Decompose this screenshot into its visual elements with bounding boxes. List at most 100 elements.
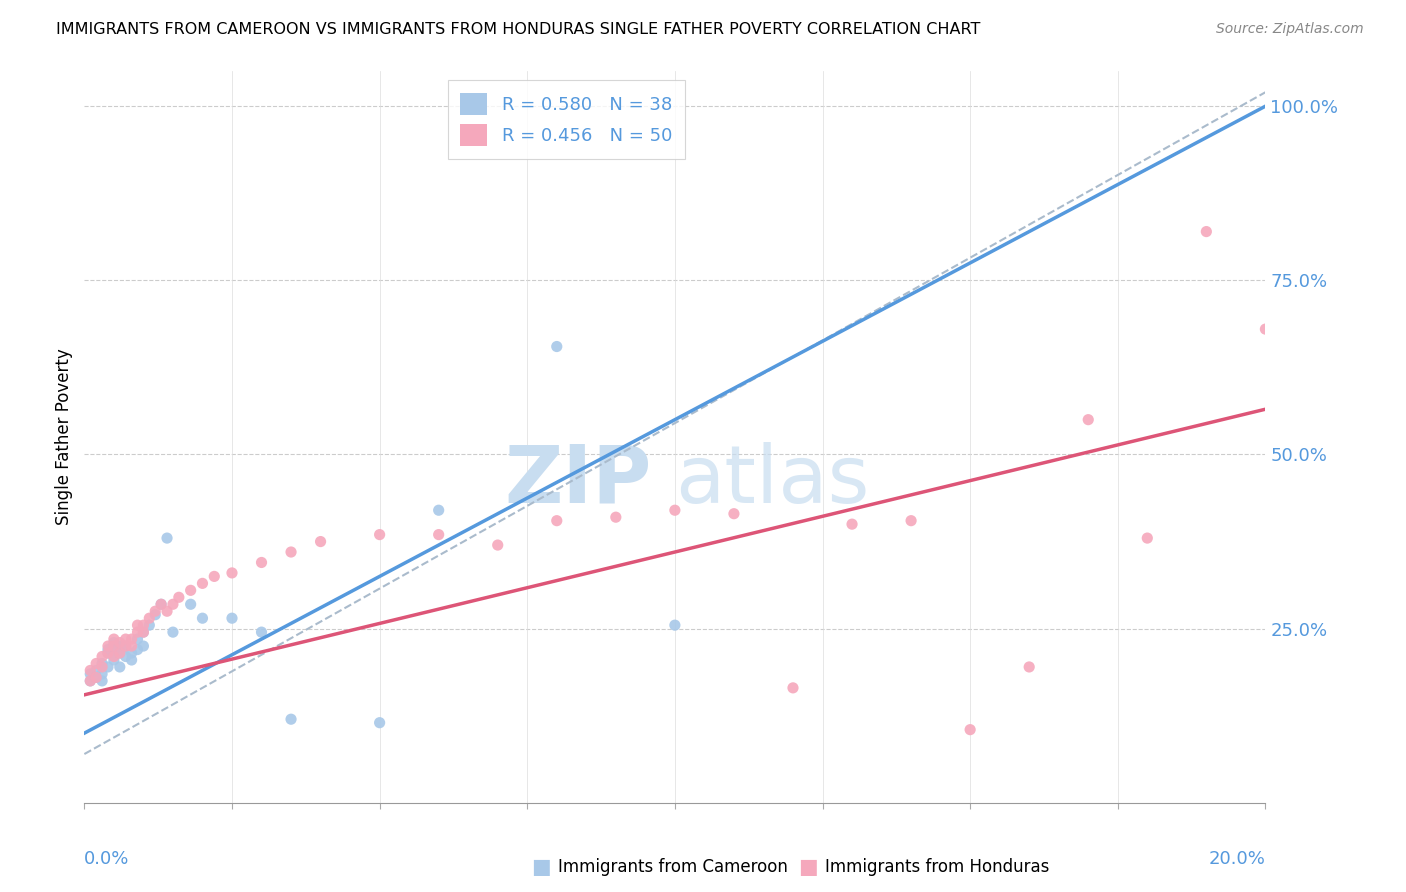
Text: atlas: atlas xyxy=(675,442,869,520)
Point xyxy=(97,646,120,660)
Point xyxy=(84,664,107,678)
Y-axis label: Single Father Poverty: Single Father Poverty xyxy=(55,349,73,525)
Point xyxy=(127,642,149,657)
Point xyxy=(103,642,125,657)
Point xyxy=(121,646,143,660)
Point xyxy=(91,667,114,681)
Point xyxy=(114,639,136,653)
Point xyxy=(97,642,120,657)
Point xyxy=(143,604,166,618)
Point xyxy=(108,646,131,660)
Text: 0.0%: 0.0% xyxy=(84,850,129,868)
Point xyxy=(127,618,149,632)
Point xyxy=(91,649,114,664)
Point xyxy=(103,639,125,653)
Point xyxy=(114,632,136,646)
Text: Immigrants from Honduras: Immigrants from Honduras xyxy=(825,858,1050,876)
Point xyxy=(79,673,101,688)
Point xyxy=(156,531,179,545)
Point xyxy=(1136,531,1159,545)
Point xyxy=(150,597,173,611)
Point xyxy=(121,639,143,653)
Point xyxy=(664,503,686,517)
Point xyxy=(114,649,136,664)
Point xyxy=(108,646,131,660)
Point xyxy=(127,632,149,646)
Text: ZIP: ZIP xyxy=(503,442,651,520)
Point xyxy=(156,604,179,618)
Point xyxy=(191,576,214,591)
Point xyxy=(97,660,120,674)
Point xyxy=(127,625,149,640)
Point xyxy=(664,618,686,632)
Point xyxy=(91,673,114,688)
Point xyxy=(280,545,302,559)
Point xyxy=(138,611,160,625)
Point xyxy=(97,646,120,660)
Text: Source: ZipAtlas.com: Source: ZipAtlas.com xyxy=(1216,22,1364,37)
Point xyxy=(309,534,332,549)
Text: 20.0%: 20.0% xyxy=(1209,850,1265,868)
Point xyxy=(108,660,131,674)
Point xyxy=(180,597,202,611)
Point xyxy=(1077,412,1099,426)
Point xyxy=(103,649,125,664)
Point xyxy=(841,517,863,532)
Point xyxy=(250,625,273,640)
Point xyxy=(108,635,131,649)
Point xyxy=(1018,660,1040,674)
Point xyxy=(959,723,981,737)
Text: ■: ■ xyxy=(531,857,551,877)
Point xyxy=(368,715,391,730)
Point xyxy=(546,339,568,353)
Point xyxy=(79,673,101,688)
Point xyxy=(108,639,131,653)
Point xyxy=(162,597,184,611)
Point xyxy=(79,664,101,678)
Point xyxy=(121,653,143,667)
Legend: R = 0.580   N = 38, R = 0.456   N = 50: R = 0.580 N = 38, R = 0.456 N = 50 xyxy=(447,80,685,159)
Point xyxy=(280,712,302,726)
Point xyxy=(132,625,155,640)
Point xyxy=(221,611,243,625)
Point xyxy=(167,591,190,605)
Point xyxy=(132,618,155,632)
Point xyxy=(103,632,125,646)
Point xyxy=(782,681,804,695)
Point xyxy=(427,503,450,517)
Point xyxy=(1254,322,1277,336)
Point xyxy=(605,510,627,524)
Point xyxy=(546,514,568,528)
Point xyxy=(180,583,202,598)
Point xyxy=(191,611,214,625)
Point xyxy=(427,527,450,541)
Text: IMMIGRANTS FROM CAMEROON VS IMMIGRANTS FROM HONDURAS SINGLE FATHER POVERTY CORRE: IMMIGRANTS FROM CAMEROON VS IMMIGRANTS F… xyxy=(56,22,980,37)
Point xyxy=(103,635,125,649)
Point xyxy=(84,670,107,684)
Point xyxy=(1195,225,1218,239)
Point xyxy=(202,569,225,583)
Text: Immigrants from Cameroon: Immigrants from Cameroon xyxy=(558,858,787,876)
Point xyxy=(150,597,173,611)
Point xyxy=(84,657,107,671)
Point xyxy=(132,639,155,653)
Point xyxy=(486,538,509,552)
Point xyxy=(114,639,136,653)
Text: ■: ■ xyxy=(799,857,818,877)
Point xyxy=(97,639,120,653)
Point xyxy=(162,625,184,640)
Point xyxy=(103,653,125,667)
Point xyxy=(91,660,114,674)
Point xyxy=(143,607,166,622)
Point xyxy=(723,507,745,521)
Point xyxy=(132,625,155,640)
Point xyxy=(121,632,143,646)
Point xyxy=(900,514,922,528)
Point xyxy=(138,618,160,632)
Point xyxy=(250,556,273,570)
Point xyxy=(221,566,243,580)
Point xyxy=(368,527,391,541)
Point xyxy=(84,670,107,684)
Point xyxy=(91,657,114,671)
Point xyxy=(79,667,101,681)
